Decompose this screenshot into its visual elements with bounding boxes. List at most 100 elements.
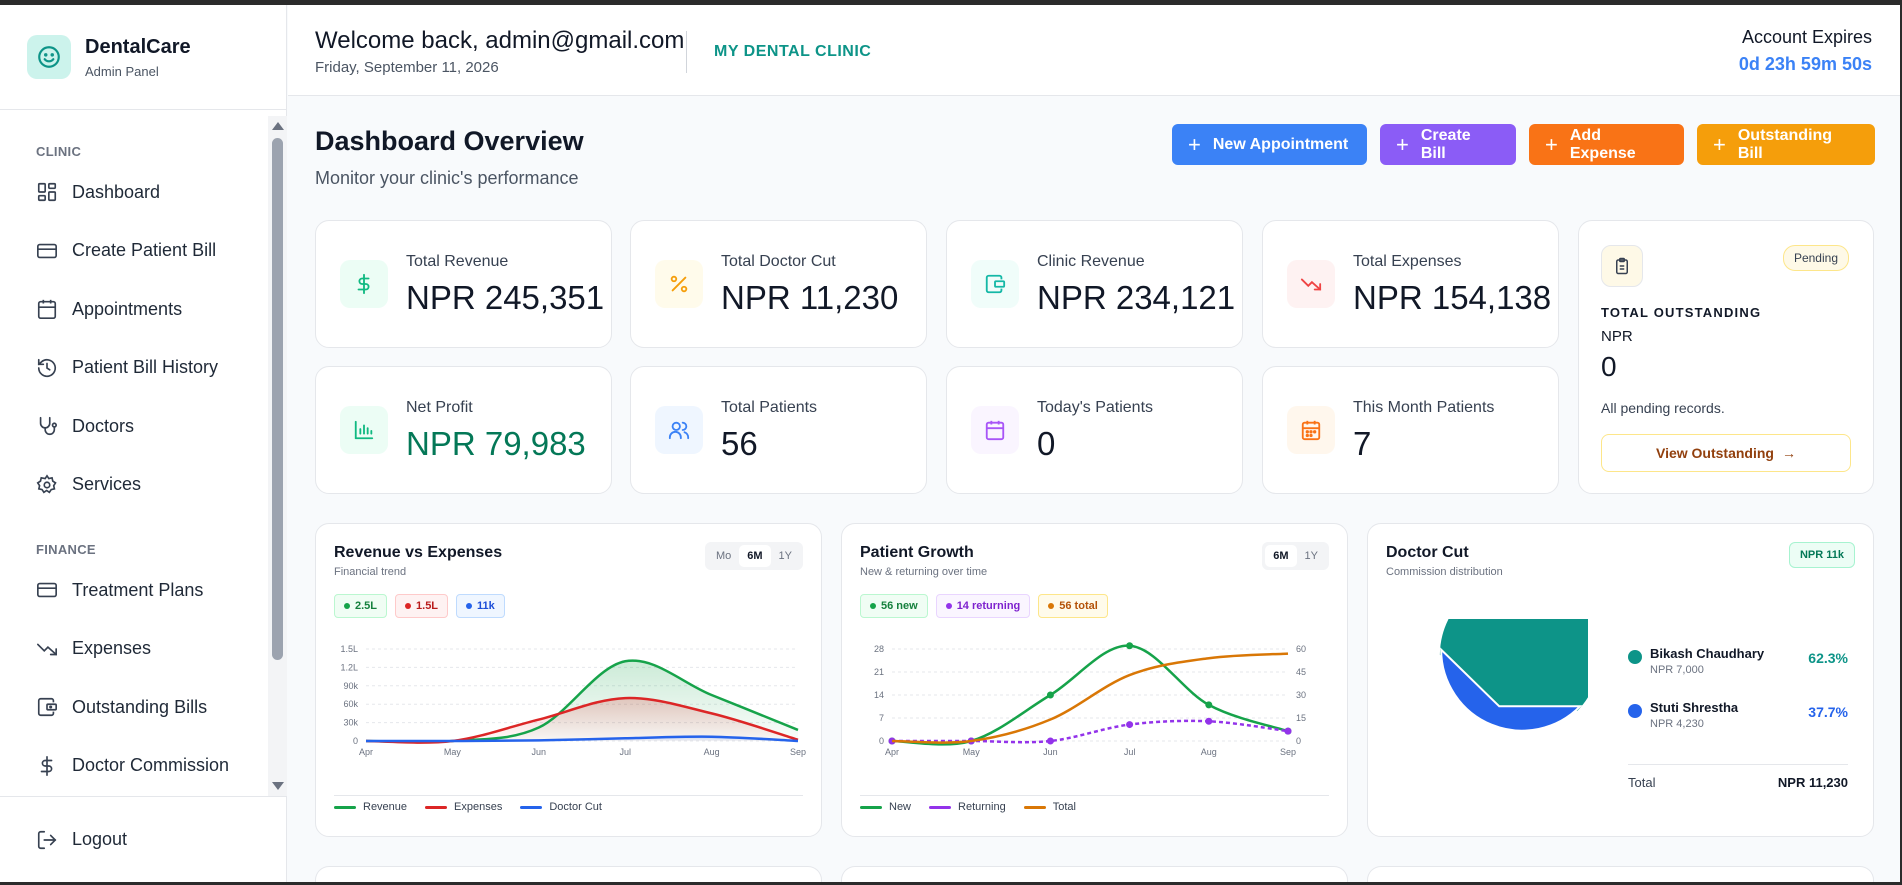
sidebar-item-doctor-commission[interactable]: Doctor Commission bbox=[0, 737, 268, 796]
scroll-up-arrow-icon[interactable] bbox=[272, 122, 284, 130]
pending-badge: Pending bbox=[1782, 245, 1849, 271]
logout-label: Logout bbox=[72, 829, 128, 849]
x-tick-label: Jul bbox=[619, 747, 631, 757]
button-label: Create Bill bbox=[1420, 126, 1471, 162]
y-tick-label: 1.2L bbox=[340, 662, 358, 672]
total-chip: 56 total bbox=[1038, 594, 1108, 618]
total-value: NPR 11,230 bbox=[1777, 775, 1848, 790]
stat-card-clinic-revenue[interactable]: Clinic Revenue NPR 234,121 bbox=[946, 220, 1243, 348]
stat-value: 7 bbox=[1353, 425, 1372, 462]
stat-label: Today's Patients bbox=[1037, 399, 1154, 416]
sidebar-item-outstanding-bills[interactable]: Outstanding Bills bbox=[0, 678, 268, 737]
sidebar-item-patient-bill-history[interactable]: Patient Bill History bbox=[0, 339, 268, 398]
stat-card-total-expenses[interactable]: Total Expenses NPR 154,138 bbox=[1262, 220, 1559, 348]
stat-value: NPR 11,230 bbox=[721, 279, 899, 316]
range-1y-button[interactable]: 1Y bbox=[778, 550, 792, 562]
x-tick-label: Sep bbox=[1280, 747, 1296, 757]
doctor-amount: NPR 7,000 bbox=[1650, 664, 1704, 676]
x-tick-label: Apr bbox=[359, 747, 373, 757]
legend-line bbox=[929, 805, 952, 809]
series-line bbox=[892, 719, 1289, 744]
y-tick-label-left: 0 bbox=[879, 736, 884, 746]
scroll-down-arrow-icon[interactable] bbox=[272, 782, 284, 790]
chart-title: Doctor Cut bbox=[1386, 544, 1469, 561]
gear-icon bbox=[36, 474, 57, 494]
brand[interactable]: DentalCare Admin Panel bbox=[0, 5, 286, 110]
view-outstanding-button[interactable]: View Outstanding → bbox=[1601, 434, 1851, 472]
total-label: Total bbox=[1628, 775, 1656, 790]
legend-returning: Returning bbox=[929, 801, 1006, 813]
legend-label: Revenue bbox=[363, 801, 408, 813]
range-6m-button[interactable]: 6M bbox=[1265, 545, 1297, 567]
credit-card-icon bbox=[37, 583, 57, 598]
sidebar-item-create-patient-bill[interactable]: Create Patient Bill bbox=[0, 222, 268, 281]
arrow-right-icon: → bbox=[1781, 445, 1796, 461]
chip-label: 11k bbox=[477, 600, 495, 612]
scrollbar-thumb[interactable] bbox=[272, 138, 283, 660]
sidebar-item-label: Doctor Commission bbox=[72, 755, 230, 776]
summary-chips: 2.5L 1.5L 11k bbox=[334, 594, 505, 618]
top-header: Welcome back, admin@gmail.com Friday, Se… bbox=[288, 5, 1900, 96]
x-tick-label: Jun bbox=[532, 747, 547, 757]
sidebar-item-services[interactable]: Services bbox=[0, 456, 268, 515]
x-tick-label: Jun bbox=[1043, 747, 1058, 757]
calendar-grid-icon bbox=[1287, 406, 1335, 454]
current-date: Friday, September 11, 2026 bbox=[315, 59, 499, 76]
sidebar-item-label: Treatment Plans bbox=[72, 579, 204, 600]
sidebar-item-doctors[interactable]: Doctors bbox=[0, 397, 268, 456]
legend-doctor-cut: Doctor Cut bbox=[520, 801, 602, 813]
outstanding-bill-button[interactable]: + Outstanding Bill bbox=[1697, 124, 1875, 165]
logout-button[interactable]: Logout bbox=[0, 796, 287, 882]
legend-line bbox=[425, 805, 448, 809]
sidebar-scrollbar[interactable] bbox=[268, 116, 287, 796]
dot-icon bbox=[344, 603, 350, 609]
stat-value: 0 bbox=[1037, 425, 1056, 462]
stat-label: Total Revenue bbox=[406, 253, 509, 270]
x-tick-label: May bbox=[444, 747, 462, 757]
range-1y-button[interactable]: 1Y bbox=[1304, 550, 1318, 562]
y-tick-label: 60k bbox=[343, 699, 358, 709]
doctor-cut-card: Doctor Cut Commission distribution NPR 1… bbox=[1367, 523, 1874, 837]
returning-chip: 14 returning bbox=[935, 594, 1031, 618]
data-point bbox=[1046, 737, 1054, 745]
sidebar-item-label: Appointments bbox=[72, 298, 183, 319]
dollar-icon bbox=[40, 755, 53, 776]
y-tick-label-right: 0 bbox=[1296, 736, 1301, 746]
stat-card-total-patients[interactable]: Total Patients 56 bbox=[630, 366, 927, 494]
range-mo-button[interactable]: Mo bbox=[715, 550, 732, 562]
window-frame-right bbox=[1900, 0, 1902, 885]
sidebar-item-dashboard[interactable]: Dashboard bbox=[0, 163, 268, 222]
stat-card-net-profit[interactable]: Net Profit NPR 79,983 bbox=[315, 366, 612, 494]
legend-label: Returning bbox=[958, 801, 1006, 813]
sidebar-item-expenses[interactable]: Expenses bbox=[0, 620, 268, 679]
legend-new: New bbox=[860, 801, 911, 813]
credit-card-icon bbox=[37, 243, 57, 258]
y-tick-label-right: 15 bbox=[1296, 713, 1306, 723]
summary-chips: 56 new 14 returning 56 total bbox=[860, 594, 1108, 618]
stat-card-this-month-patients[interactable]: This Month Patients 7 bbox=[1262, 366, 1559, 494]
stat-card-todays-patients[interactable]: Today's Patients 0 bbox=[946, 366, 1243, 494]
logout-icon bbox=[37, 830, 57, 849]
create-bill-button[interactable]: + Create Bill bbox=[1380, 124, 1516, 165]
stat-label: Total Doctor Cut bbox=[721, 253, 836, 270]
data-point bbox=[1126, 642, 1134, 650]
button-label: Add Expense bbox=[1569, 126, 1636, 162]
bar-chart-icon bbox=[340, 406, 388, 454]
page-title: Dashboard Overview bbox=[315, 126, 584, 156]
stat-card-total-doctor-cut[interactable]: Total Doctor Cut NPR 11,230 bbox=[630, 220, 927, 348]
stat-card-total-revenue[interactable]: Total Revenue NPR 245,351 bbox=[315, 220, 612, 348]
sidebar-item-label: Expenses bbox=[72, 638, 152, 659]
doctor-cut-badge: NPR 11k bbox=[1788, 542, 1855, 568]
range-toggle: 6M 1Y bbox=[1262, 542, 1329, 570]
range-6m-button[interactable]: 6M bbox=[739, 545, 771, 567]
sidebar-item-treatment-plans[interactable]: Treatment Plans bbox=[0, 561, 268, 620]
chart-legend: New Returning Total bbox=[860, 801, 1076, 813]
sidebar-item-appointments[interactable]: Appointments bbox=[0, 280, 268, 339]
y-tick-label-right: 30 bbox=[1296, 690, 1306, 700]
legend-total: Total bbox=[1023, 801, 1076, 813]
doctor-cut-chip: 11k bbox=[456, 594, 505, 618]
stethoscope-icon bbox=[39, 417, 57, 436]
doctor-name: Bikash Chaudhary bbox=[1650, 646, 1765, 661]
new-appointment-button[interactable]: + New Appointment bbox=[1172, 124, 1367, 165]
add-expense-button[interactable]: + Add Expense bbox=[1529, 124, 1684, 165]
